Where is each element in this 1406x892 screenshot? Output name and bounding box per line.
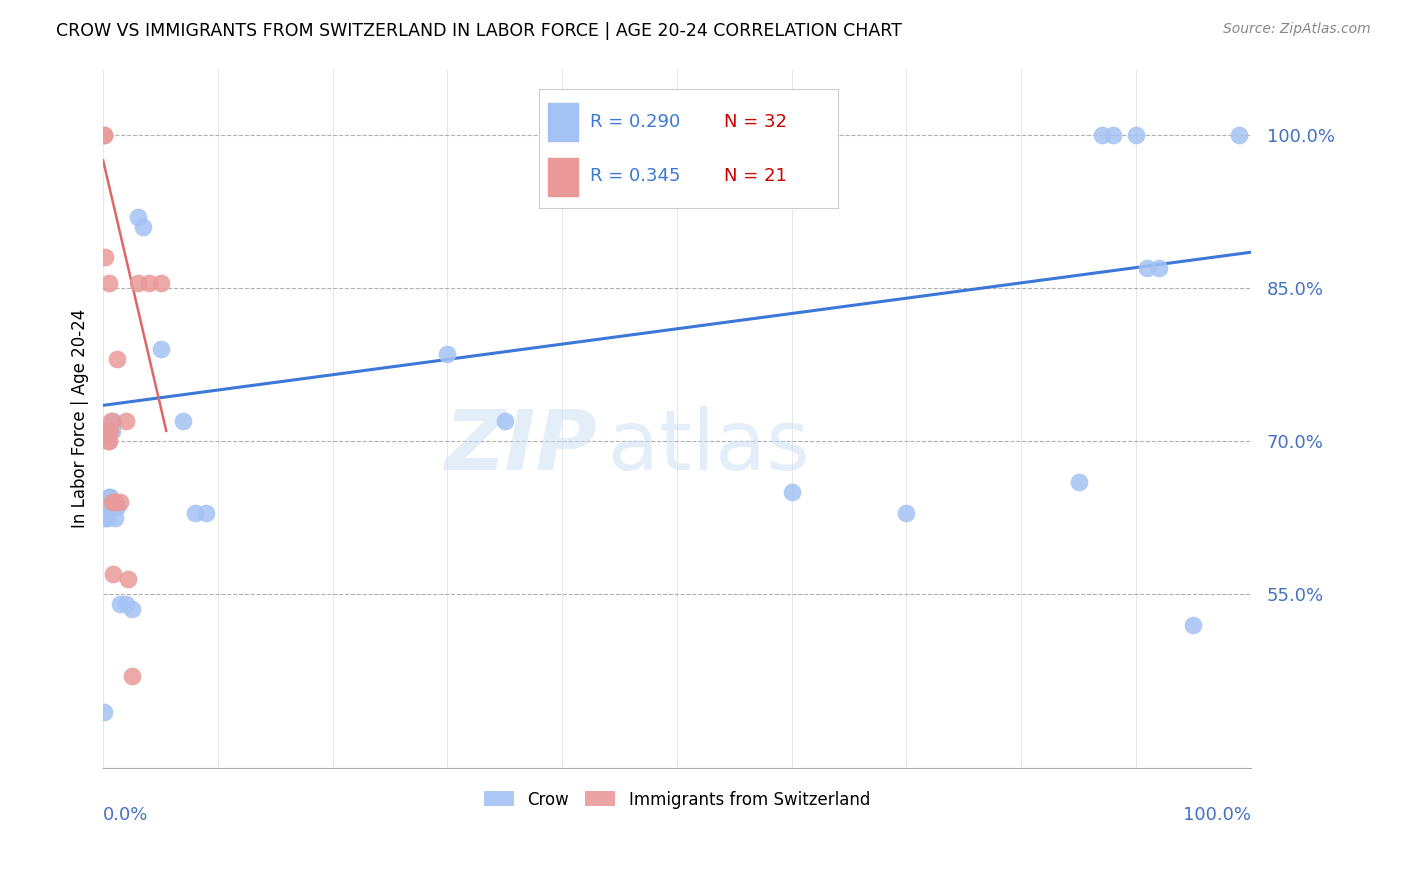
Point	[98, 490, 121, 504]
Point	[1136, 260, 1159, 275]
Point	[98, 424, 121, 438]
Point	[97, 503, 120, 517]
Point	[94, 251, 117, 265]
Point	[105, 500, 128, 515]
Point	[1227, 128, 1250, 142]
Point	[127, 276, 149, 290]
Point	[436, 347, 458, 361]
Point	[97, 276, 120, 290]
Point	[494, 414, 516, 428]
Point	[184, 506, 207, 520]
Point	[96, 424, 118, 438]
Point	[896, 506, 918, 520]
Point	[121, 602, 143, 616]
Point	[101, 495, 124, 509]
Point	[115, 598, 138, 612]
Text: 100.0%: 100.0%	[1182, 806, 1251, 824]
Point	[97, 434, 120, 448]
Text: CROW VS IMMIGRANTS FROM SWITZERLAND IN LABOR FORCE | AGE 20-24 CORRELATION CHART: CROW VS IMMIGRANTS FROM SWITZERLAND IN L…	[56, 22, 903, 40]
Point	[103, 414, 125, 428]
Point	[103, 566, 125, 581]
Point	[1102, 128, 1125, 142]
Point	[149, 342, 172, 356]
Point	[1067, 475, 1090, 489]
Point	[93, 128, 115, 142]
Point	[138, 276, 160, 290]
Point	[110, 495, 132, 509]
Point	[115, 414, 138, 428]
Point	[195, 506, 218, 520]
Point	[93, 128, 115, 142]
Point	[96, 510, 118, 524]
Point	[149, 276, 172, 290]
Point	[94, 510, 117, 524]
Text: Source: ZipAtlas.com: Source: ZipAtlas.com	[1223, 22, 1371, 37]
Y-axis label: In Labor Force | Age 20-24: In Labor Force | Age 20-24	[72, 309, 89, 528]
Point	[1090, 128, 1112, 142]
Point	[104, 495, 127, 509]
Point	[780, 485, 803, 500]
Point	[132, 219, 155, 234]
Point	[110, 598, 132, 612]
Point	[97, 490, 120, 504]
Point	[1147, 260, 1170, 275]
Point	[1182, 617, 1205, 632]
Text: atlas: atlas	[609, 406, 810, 486]
Point	[1125, 128, 1147, 142]
Point	[93, 705, 115, 719]
Text: 0.0%: 0.0%	[103, 806, 149, 824]
Point	[121, 669, 143, 683]
Point	[101, 424, 124, 438]
Point	[105, 352, 128, 367]
Point	[94, 424, 117, 438]
Point	[117, 572, 139, 586]
Point	[172, 414, 194, 428]
Legend: Crow, Immigrants from Switzerland: Crow, Immigrants from Switzerland	[477, 784, 877, 815]
Point	[127, 210, 149, 224]
Point	[100, 414, 122, 428]
Point	[100, 500, 122, 515]
Text: ZIP: ZIP	[444, 406, 596, 486]
Point	[97, 434, 120, 448]
Point	[104, 510, 127, 524]
